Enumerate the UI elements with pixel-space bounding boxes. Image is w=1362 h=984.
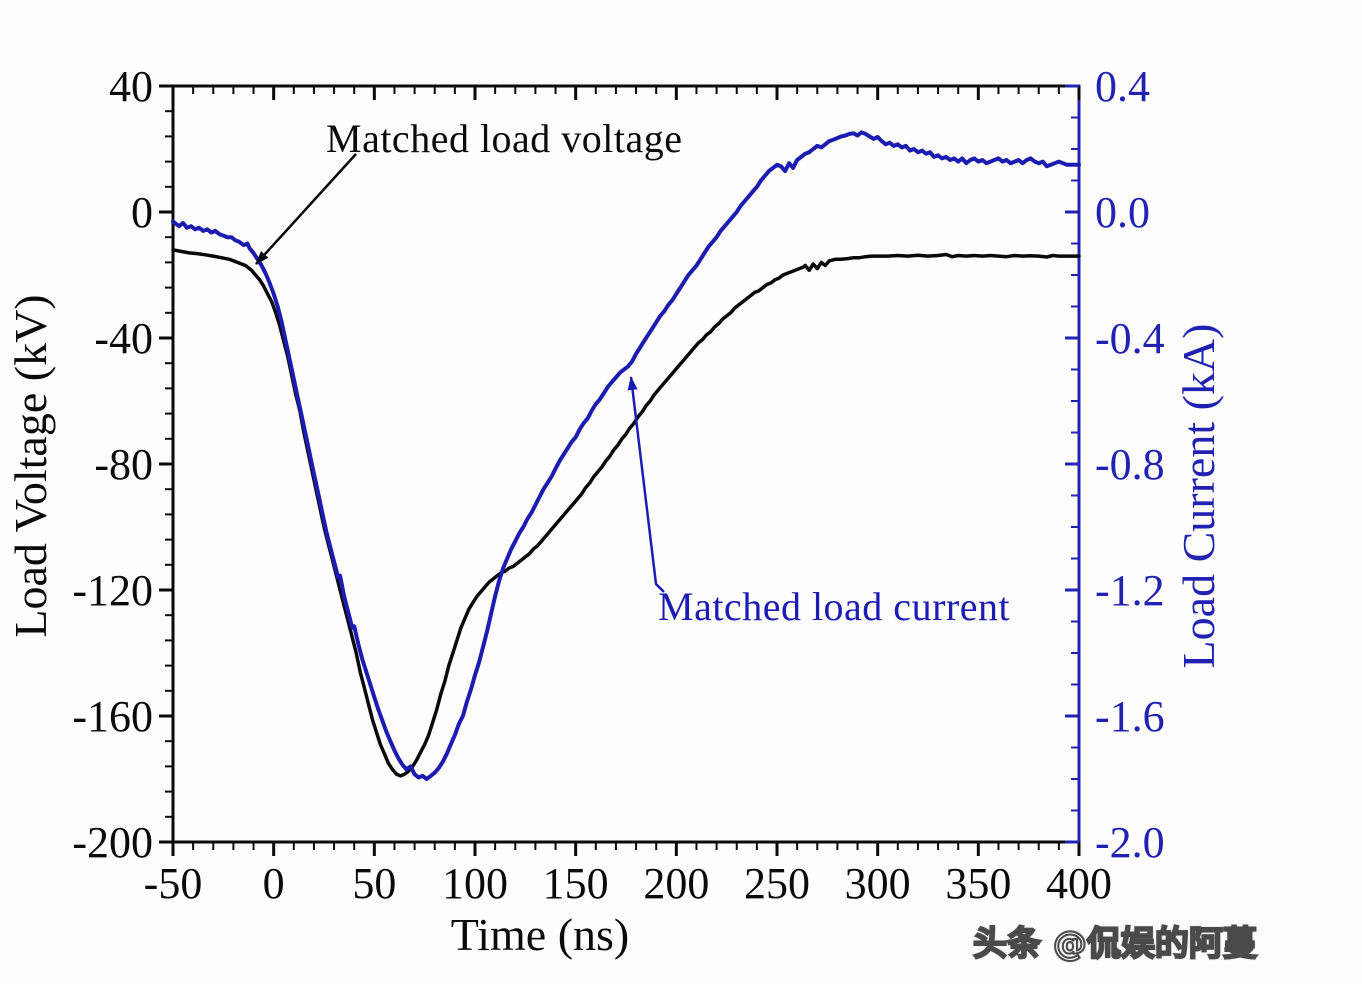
left-tick-label: -120	[72, 566, 153, 615]
axes-layer: -50 0 50 100 150 200 250 300 350 400400-40-80-120…	[72, 62, 1164, 908]
x-tick-label: 50	[352, 859, 396, 908]
right-tick-label: -0.8	[1095, 440, 1165, 489]
current-annotation-arrow	[627, 376, 665, 593]
voltage-annotation-label: Matched load voltage	[326, 116, 683, 161]
annotation-layer: Matched load voltage Matched load curren…	[255, 116, 1010, 629]
x-tick-label: -50	[144, 859, 203, 908]
watermark: 头条 @侃娱的阿蔓	[972, 923, 1258, 965]
x-tick-label: 200	[643, 859, 709, 908]
x-tick-label: 100	[442, 859, 508, 908]
x-tick-label: 250	[744, 859, 810, 908]
left-tick-label: -80	[94, 440, 153, 489]
right-tick-label: -2.0	[1095, 818, 1165, 867]
current-curve	[171, 130, 1081, 781]
right-tick-label: -1.6	[1095, 692, 1165, 741]
right-tick-label: -0.4	[1095, 314, 1165, 363]
x-tick-label: 350	[945, 859, 1011, 908]
x-tick-label: 400	[1046, 859, 1112, 908]
series-layer	[171, 130, 1081, 781]
x-tick-label: 150	[543, 859, 609, 908]
left-tick-label: 0	[131, 188, 153, 237]
right-tick-label: 0.0	[1095, 188, 1150, 237]
left-tick-label: 40	[109, 62, 153, 111]
right-tick-label: -1.2	[1095, 566, 1165, 615]
voltage-annotation-arrow	[255, 153, 357, 265]
x-tick-label: 300	[845, 859, 911, 908]
right-tick-label: 0.4	[1095, 62, 1150, 111]
x-tick-label: 0	[263, 859, 285, 908]
current-annotation-label: Matched load current	[658, 584, 1010, 629]
left-axis-title: Load Voltage (kV)	[5, 294, 56, 637]
left-tick-label: -160	[72, 692, 153, 741]
right-axis-title: Load Current (kA)	[1173, 324, 1224, 669]
left-tick-label: -40	[94, 314, 153, 363]
x-axis-title: Time (ns)	[451, 909, 630, 960]
left-tick-label: -200	[72, 818, 153, 867]
voltage-curve	[171, 248, 1081, 778]
